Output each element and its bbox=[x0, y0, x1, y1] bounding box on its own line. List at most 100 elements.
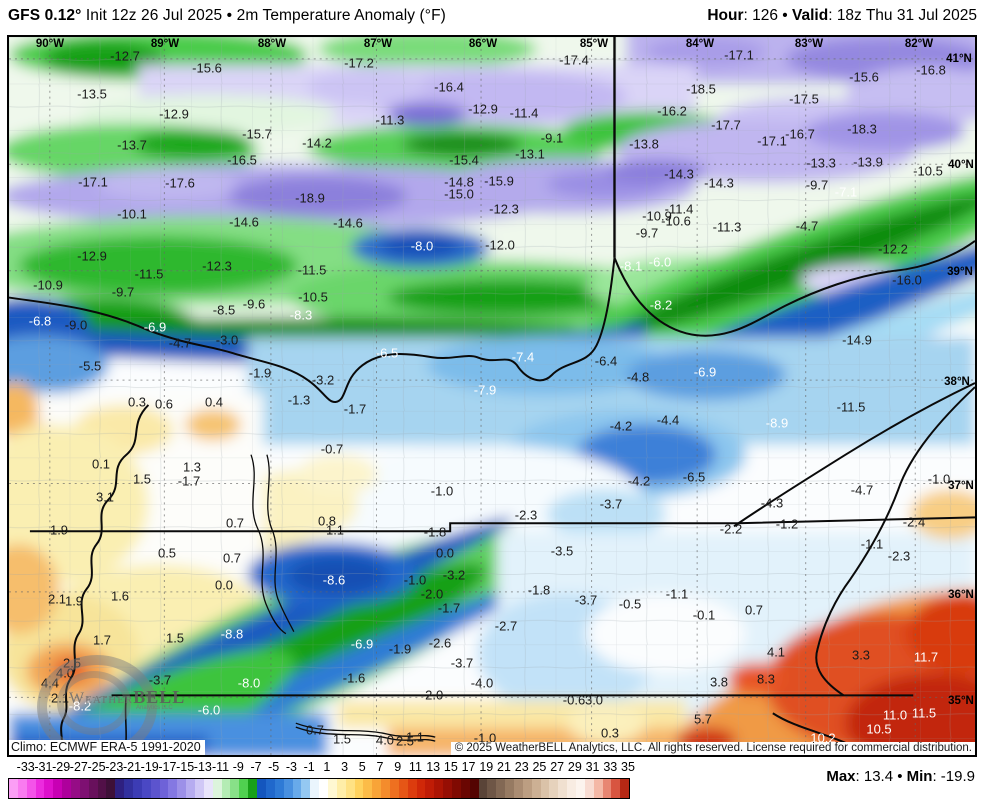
map-value-label: -1.0 bbox=[473, 730, 497, 746]
colorbar-cell bbox=[531, 779, 541, 798]
map-value-label: -14.6 bbox=[229, 214, 259, 230]
map-value-label: -2.2 bbox=[719, 521, 743, 537]
map-value-label: -1.7 bbox=[343, 401, 367, 417]
colorbar-tick-label: -7 bbox=[250, 760, 262, 774]
map-value-label: 10.2 bbox=[810, 730, 836, 746]
map-value-label: -7.4 bbox=[511, 349, 535, 365]
colorbar-cell bbox=[283, 779, 293, 798]
map-value-label: -1.1 bbox=[665, 586, 689, 602]
map-value-label: -17.4 bbox=[559, 52, 589, 68]
map-value-label: -1.7 bbox=[437, 600, 461, 616]
map-value-label: -8.1 bbox=[619, 258, 643, 274]
max-min-readout: Max: 13.4 • Min: -19.9 bbox=[826, 768, 975, 785]
map-canvas: WeatherBELL Analytics LLC Climo: ECMWF E… bbox=[7, 35, 977, 757]
map-value-label: -16.0 bbox=[892, 272, 922, 288]
map-value-label: -1.2 bbox=[775, 516, 799, 532]
map-value-label: -1.7 bbox=[177, 473, 201, 489]
map-value-label: -2.6 bbox=[428, 635, 452, 651]
colorbar-tick-label: 9 bbox=[394, 760, 402, 774]
colorbar-tick-label: -9 bbox=[232, 760, 244, 774]
map-value-label: -11.4 bbox=[664, 201, 694, 217]
map-value-label: -1.8 bbox=[423, 524, 447, 540]
map-value-label: 1.1 bbox=[405, 729, 425, 745]
map-value-label: -17.6 bbox=[165, 175, 195, 191]
colorbar-tick-label: 35 bbox=[621, 760, 635, 774]
map-value-label: -10.5 bbox=[913, 163, 943, 179]
colorbar-tick-label: 11 bbox=[408, 760, 422, 774]
colorbar-cell bbox=[513, 779, 523, 798]
map-value-label: -4.7 bbox=[850, 482, 874, 498]
map-value-label: -4.2 bbox=[609, 418, 633, 434]
colorbar-cell bbox=[115, 779, 125, 798]
colorbar-cell bbox=[274, 779, 284, 798]
map-value-label: 4.0 bbox=[375, 732, 395, 748]
map-value-label: -1.0 bbox=[927, 471, 951, 487]
map-value-label: -9.6 bbox=[242, 296, 266, 312]
colorbar-cell bbox=[71, 779, 80, 798]
map-value-label: -8.2 bbox=[649, 297, 673, 313]
map-value-label: -0.5 bbox=[618, 596, 642, 612]
colorbar-cell bbox=[159, 779, 169, 798]
header: GFS 0.12° Init 12z 26 Jul 2025 • 2m Temp… bbox=[0, 0, 984, 34]
map-value-label: 11.7 bbox=[913, 649, 939, 665]
latitude-label: 37°N bbox=[948, 480, 974, 492]
map-value-label: -13.5 bbox=[77, 86, 107, 102]
map-value-label: -1.8 bbox=[527, 582, 551, 598]
colorbar-cell bbox=[469, 779, 479, 798]
map-value-label: -3.7 bbox=[148, 672, 172, 688]
map-value-label: 0.0 bbox=[214, 577, 234, 593]
colorbar-tick-label: 23 bbox=[514, 760, 529, 774]
map-value-label: 0.4 bbox=[204, 394, 224, 410]
map-value-label: -17.1 bbox=[724, 47, 754, 63]
map-value-label: 3.8 bbox=[709, 674, 729, 690]
colorbar-cell bbox=[407, 779, 417, 798]
map-value-label: -9.7 bbox=[805, 177, 829, 193]
colorbar-cell bbox=[53, 779, 63, 798]
colorbar-cell bbox=[593, 779, 603, 798]
map-value-label: 3.0 bbox=[584, 692, 604, 708]
map-value-label: 1.3 bbox=[182, 459, 202, 475]
map-value-label: -0.1 bbox=[692, 607, 716, 623]
map-value-label: -16.5 bbox=[227, 152, 257, 168]
colorbar-tick-label: 25 bbox=[532, 760, 547, 774]
map-value-label: -8.8 bbox=[220, 626, 244, 642]
map-value-label: 10.5 bbox=[866, 721, 892, 737]
longitude-label: 86°W bbox=[468, 38, 498, 50]
map-value-label: 1.7 bbox=[92, 632, 112, 648]
colorbar-cell bbox=[124, 779, 134, 798]
map-value-label: -8.5 bbox=[212, 302, 236, 318]
map-value-label: -3.5 bbox=[550, 543, 574, 559]
colorbar-cell bbox=[221, 779, 231, 798]
colorbar-cell bbox=[35, 779, 45, 798]
colorbar-tick-label: -19 bbox=[140, 760, 159, 774]
min-label: Min bbox=[906, 768, 933, 785]
map-value-label: -3.0 bbox=[215, 332, 239, 348]
map-value-label: -18.3 bbox=[847, 121, 877, 137]
map-value-label: -14.3 bbox=[664, 166, 694, 182]
map-value-label: -2.7 bbox=[494, 618, 518, 634]
colorbar-cell bbox=[522, 779, 532, 798]
colorbar-tick-label: -29 bbox=[52, 760, 71, 774]
map-value-label: -15.6 bbox=[192, 60, 222, 76]
map-value-label: 1.5 bbox=[132, 471, 152, 487]
colorbar-cell bbox=[141, 779, 151, 798]
map-value-label: -8.9 bbox=[765, 415, 789, 431]
map-value-label: -3.2 bbox=[311, 372, 335, 388]
longitude-label: 90°W bbox=[35, 38, 65, 50]
colorbar-cell bbox=[540, 779, 550, 798]
map-value-label: -2.3 bbox=[514, 507, 538, 523]
map-value-label: -4.7 bbox=[168, 335, 192, 351]
map-value-label: -6.4 bbox=[594, 353, 618, 369]
colorbar-cell bbox=[345, 779, 355, 798]
model-name: GFS 0.12° bbox=[8, 7, 82, 24]
colorbar-cell bbox=[425, 779, 435, 798]
map-value-label: -9.7 bbox=[635, 225, 659, 241]
colorbar-cell bbox=[460, 779, 470, 798]
longitude-label: 88°W bbox=[257, 38, 287, 50]
map-value-label: 1.5 bbox=[332, 731, 352, 747]
map-value-label: -6.9 bbox=[143, 319, 167, 335]
map-value-label: 11.0 bbox=[882, 707, 908, 723]
colorbar-cell bbox=[310, 779, 320, 798]
colorbar-cell bbox=[398, 779, 408, 798]
map-value-label: -12.9 bbox=[468, 101, 498, 117]
